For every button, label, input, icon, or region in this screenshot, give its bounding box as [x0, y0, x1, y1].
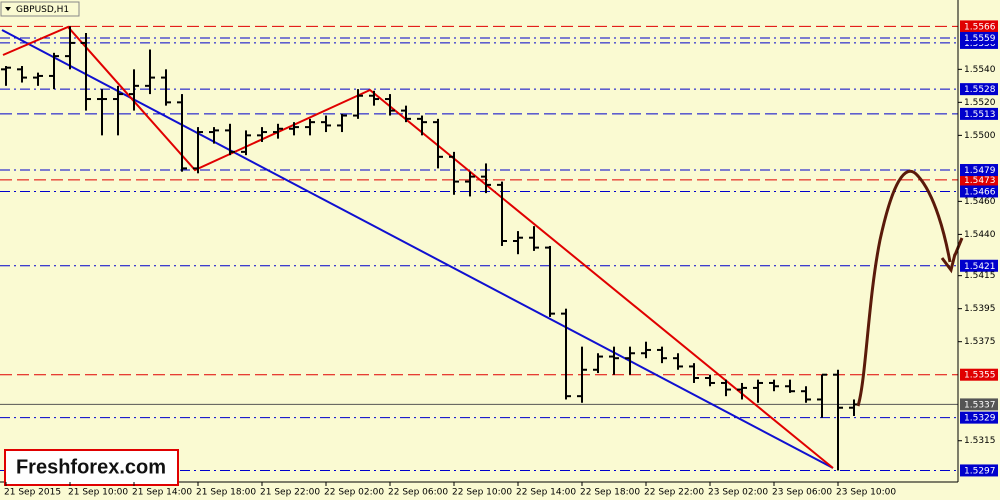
level-label: 1.5466 — [964, 187, 996, 197]
level-label-box — [960, 31, 998, 44]
level-label: 1.5566 — [964, 22, 996, 32]
watermark: Freshforex.com — [16, 456, 166, 478]
x-tick-label: 21 Sep 14:00 — [132, 488, 192, 498]
level-label-box — [960, 20, 998, 33]
level-label: 1.5297 — [964, 466, 996, 476]
level-label: 1.5559 — [964, 34, 996, 44]
x-tick-label: 21 Sep 10:00 — [68, 488, 128, 498]
x-tick-label: 23 Sep 02:00 — [708, 488, 768, 498]
trend-line — [1, 29, 834, 469]
x-tick-label: 21 Sep 2015 — [4, 488, 61, 498]
symbol-menu-icon — [5, 7, 11, 11]
level-label-box — [960, 259, 998, 272]
y-tick-label: 1.5395 — [964, 304, 996, 314]
chart-title: GBPUSD,H1 — [16, 5, 69, 15]
x-tick-label: 23 Sep 06:00 — [772, 488, 832, 498]
level-label-box — [960, 185, 998, 198]
level-label: 1.5473 — [964, 176, 996, 186]
x-tick-label: 21 Sep 18:00 — [196, 488, 256, 498]
zigzag-line — [2, 25, 834, 469]
level-label-box — [960, 464, 998, 477]
y-tick-label: 1.5440 — [964, 230, 996, 240]
x-tick-label: 23 Sep 10:00 — [836, 488, 896, 498]
level-label: 1.5479 — [964, 166, 996, 176]
y-tick-label: 1.5500 — [964, 131, 996, 141]
x-tick-label: 22 Sep 10:00 — [452, 488, 512, 498]
x-tick-label: 22 Sep 06:00 — [388, 488, 448, 498]
y-tick-label: 1.5460 — [964, 197, 996, 207]
y-tick-label: 1.5520 — [964, 98, 996, 108]
y-tick-label: 1.5375 — [964, 337, 996, 347]
symbol-box — [0, 1, 80, 17]
level-label-box — [960, 411, 998, 424]
level-label: 1.5528 — [964, 85, 996, 95]
level-label: 1.5337 — [964, 400, 996, 410]
level-label: 1.5329 — [964, 414, 996, 424]
x-tick-label: 22 Sep 22:00 — [644, 488, 704, 498]
arrow-head — [940, 253, 957, 274]
level-label-box — [960, 368, 998, 381]
level-label: 1.5355 — [964, 371, 996, 381]
level-label-box — [960, 398, 998, 411]
x-tick-label: 22 Sep 14:00 — [516, 488, 576, 498]
level-label-box — [960, 164, 998, 177]
level-label-box — [960, 107, 998, 120]
y-tick-label: 1.5415 — [964, 271, 996, 281]
x-tick-label: 22 Sep 02:00 — [324, 488, 384, 498]
y-tick-label: 1.5540 — [964, 65, 996, 75]
logo-box — [4, 449, 179, 486]
level-label-box — [960, 173, 998, 186]
y-tick-label: 1.5315 — [964, 436, 996, 446]
level-label: 1.5513 — [964, 110, 996, 120]
level-label: 1.5421 — [964, 262, 996, 272]
forecast-arrow — [856, 169, 952, 407]
level-label-box — [960, 83, 998, 96]
x-tick-label: 22 Sep 18:00 — [580, 488, 640, 498]
x-tick-label: 21 Sep 22:00 — [260, 488, 320, 498]
